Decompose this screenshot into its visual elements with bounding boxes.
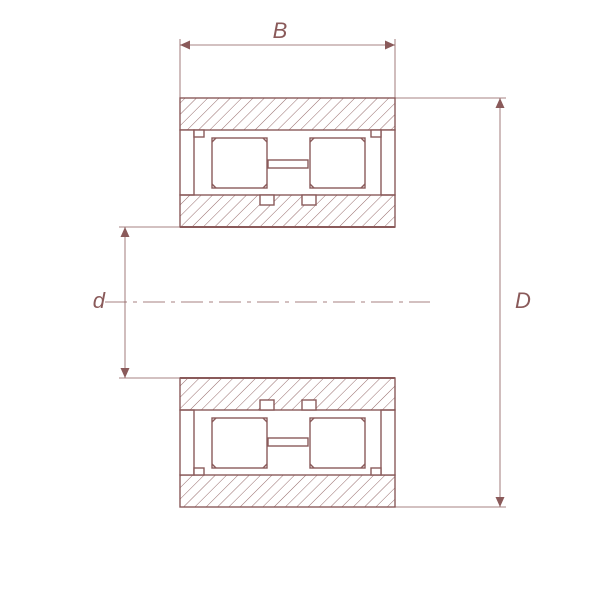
svg-text:B: B — [273, 18, 288, 43]
svg-text:d: d — [93, 288, 106, 313]
bearing-diagram: B Dd — [0, 0, 600, 600]
svg-text:D: D — [515, 288, 531, 313]
